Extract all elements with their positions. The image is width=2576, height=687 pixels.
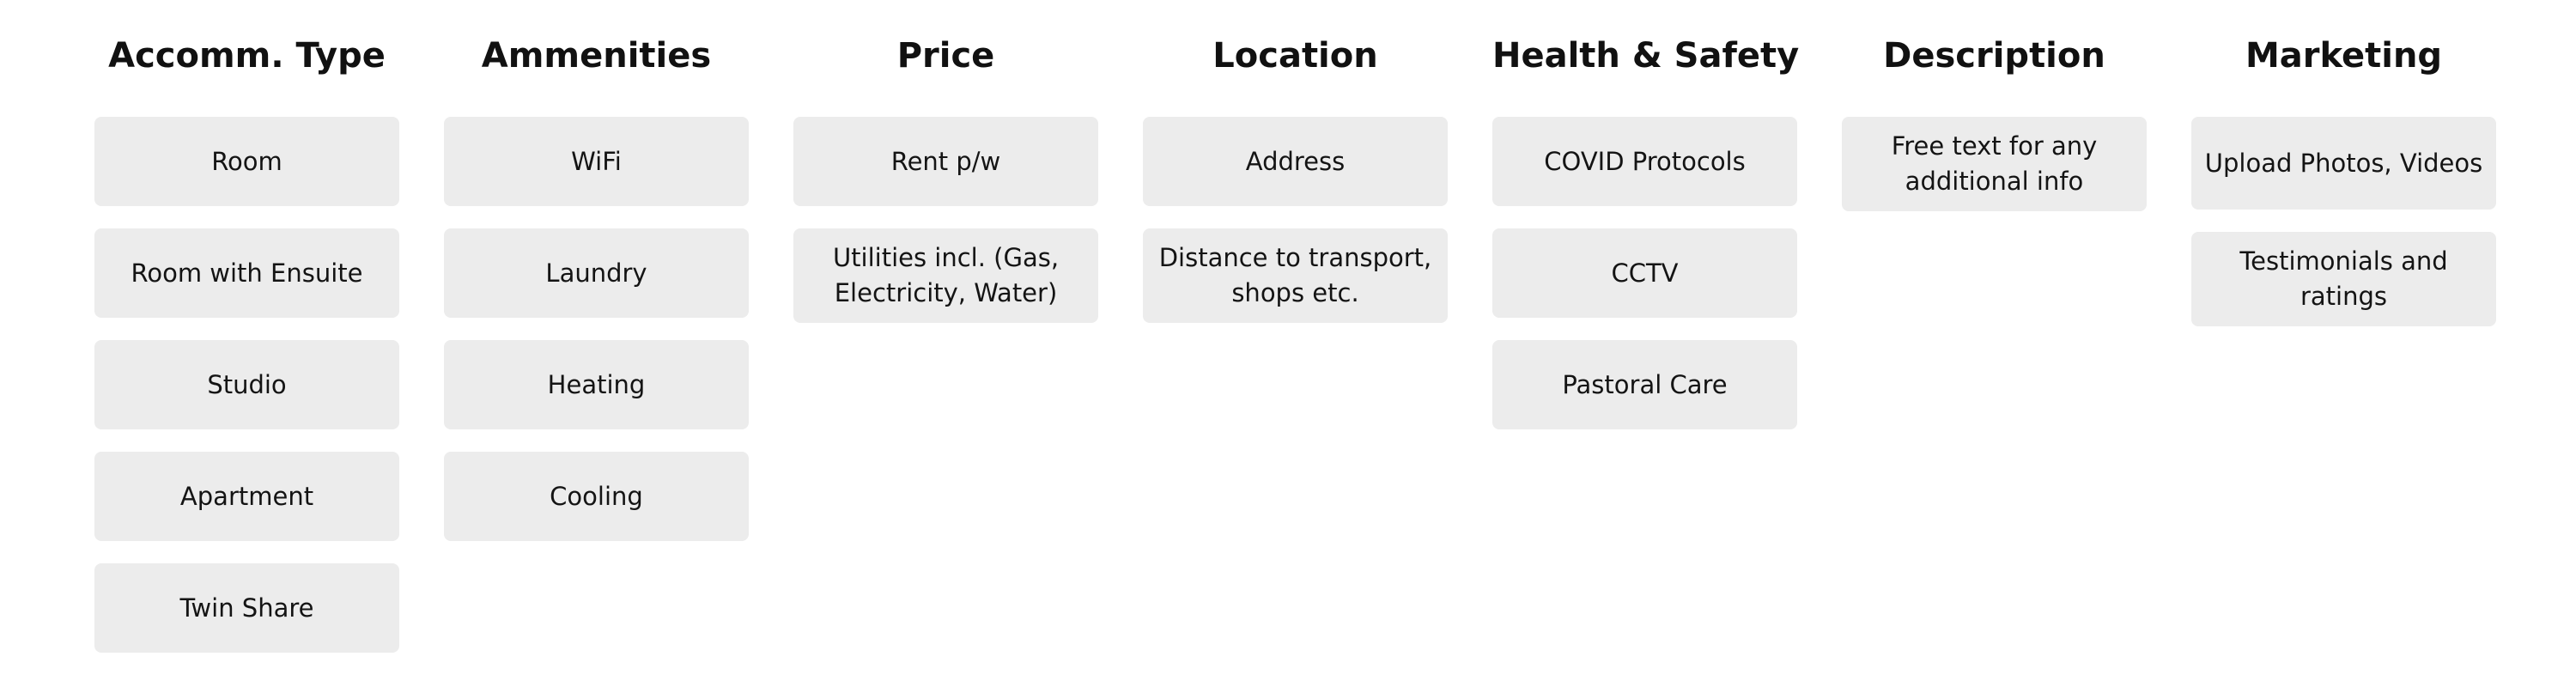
column-title: Health & Safety bbox=[1492, 36, 1800, 76]
card-upload-photos-videos: Upload Photos, Videos bbox=[2191, 117, 2496, 210]
card-studio: Studio bbox=[94, 340, 399, 429]
card-utilities-included: Utilities incl. (Gas, Electricity, Water… bbox=[793, 228, 1098, 323]
card-list: Address Distance to transport, shops etc… bbox=[1143, 117, 1448, 323]
column-title: Accomm. Type bbox=[108, 36, 386, 76]
card-cooling: Cooling bbox=[444, 452, 749, 541]
card-list: Rent p/w Utilities incl. (Gas, Electrici… bbox=[793, 117, 1098, 323]
column-title: Description bbox=[1883, 36, 2105, 76]
card-list: Room Room with Ensuite Studio Apartment … bbox=[94, 117, 399, 653]
feature-board: Accomm. Type Room Room with Ensuite Stud… bbox=[94, 29, 2496, 665]
card-rent-pw: Rent p/w bbox=[793, 117, 1098, 206]
column-title: Location bbox=[1212, 36, 1378, 76]
card-wifi: WiFi bbox=[444, 117, 749, 206]
card-list: COVID Protocols CCTV Pastoral Care bbox=[1492, 117, 1797, 429]
column-price: Price Rent p/w Utilities incl. (Gas, Ele… bbox=[793, 29, 1098, 665]
card-cctv: CCTV bbox=[1492, 228, 1797, 318]
card-address: Address bbox=[1143, 117, 1448, 206]
card-free-text: Free text for any additional info bbox=[1842, 117, 2147, 211]
column-health-safety: Health & Safety COVID Protocols CCTV Pas… bbox=[1492, 29, 1800, 665]
column-title: Price bbox=[896, 36, 995, 76]
card-list: Upload Photos, Videos Testimonials and r… bbox=[2191, 117, 2496, 326]
column-location: Location Address Distance to transport, … bbox=[1143, 29, 1448, 665]
column-marketing: Marketing Upload Photos, Videos Testimon… bbox=[2191, 29, 2496, 665]
column-title: Ammenities bbox=[481, 36, 712, 76]
column-ammenities: Ammenities WiFi Laundry Heating Cooling bbox=[444, 29, 749, 665]
card-laundry: Laundry bbox=[444, 228, 749, 318]
card-distance-to-transport: Distance to transport, shops etc. bbox=[1143, 228, 1448, 323]
card-pastoral-care: Pastoral Care bbox=[1492, 340, 1797, 429]
card-room-with-ensuite: Room with Ensuite bbox=[94, 228, 399, 318]
card-apartment: Apartment bbox=[94, 452, 399, 541]
card-covid-protocols: COVID Protocols bbox=[1492, 117, 1797, 206]
column-accomm-type: Accomm. Type Room Room with Ensuite Stud… bbox=[94, 29, 399, 665]
card-list: WiFi Laundry Heating Cooling bbox=[444, 117, 749, 541]
card-list: Free text for any additional info bbox=[1842, 117, 2147, 211]
card-twin-share: Twin Share bbox=[94, 563, 399, 653]
column-description: Description Free text for any additional… bbox=[1842, 29, 2147, 665]
card-testimonials-ratings: Testimonials and ratings bbox=[2191, 232, 2496, 326]
column-title: Marketing bbox=[2245, 36, 2443, 76]
card-room: Room bbox=[94, 117, 399, 206]
card-heating: Heating bbox=[444, 340, 749, 429]
